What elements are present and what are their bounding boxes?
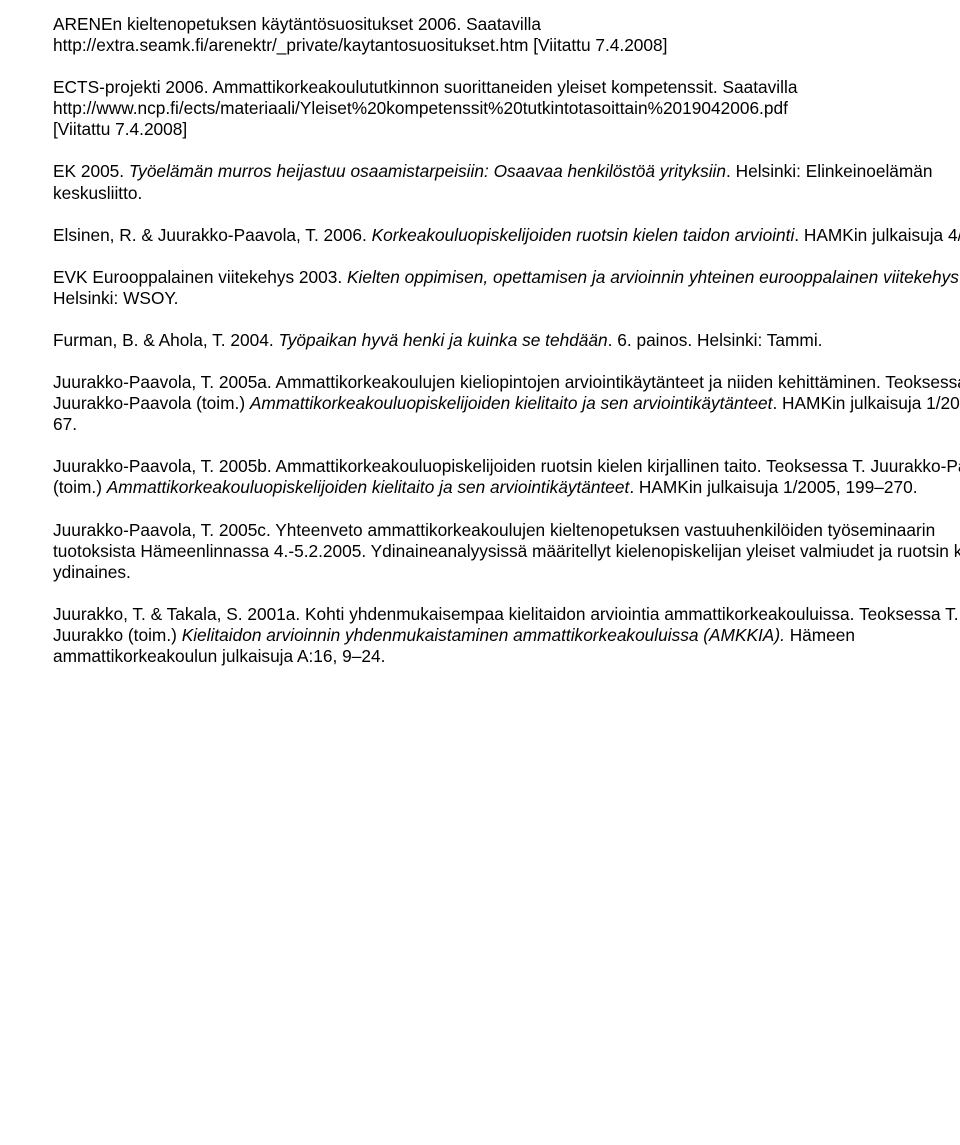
reference-paragraph: Juurakko-Paavola, T. 2005c. Yhteenveto a…: [53, 520, 960, 583]
reference-text: [Viitattu 7.4.2008]: [53, 119, 187, 139]
reference-paragraph: Elsinen, R. & Juurakko-Paavola, T. 2006.…: [53, 225, 960, 246]
reference-text: EVK Eurooppalainen viitekehys 2003.: [53, 267, 347, 287]
reference-text: EK 2005.: [53, 161, 129, 181]
reference-paragraph: Juurakko-Paavola, T. 2005b. Ammattikorke…: [53, 456, 960, 498]
reference-title-italic: Työelämän murros heijastuu osaamistarpei…: [129, 161, 726, 181]
reference-title-italic: Työpaikan hyvä henki ja kuinka se tehdää…: [278, 330, 607, 350]
reference-text: . HAMKin julkaisuja 1/2005, 199–270.: [629, 477, 917, 497]
reference-text: Furman, B. & Ahola, T. 2004.: [53, 330, 278, 350]
reference-title-italic: Korkeakouluopiskelijoiden ruotsin kielen…: [372, 225, 795, 245]
document-body: ARENEn kieltenopetuksen käytäntösuosituk…: [53, 14, 960, 667]
reference-title-italic: Kielitaidon arvioinnin yhdenmukaistamine…: [182, 625, 785, 645]
reference-text: Elsinen, R. & Juurakko-Paavola, T. 2006.: [53, 225, 372, 245]
reference-paragraph: [Viitattu 7.4.2008]: [53, 119, 960, 140]
reference-paragraph: Furman, B. & Ahola, T. 2004. Työpaikan h…: [53, 330, 960, 351]
reference-text: Juurakko-Paavola, T. 2005c. Yhteenveto a…: [53, 520, 960, 582]
reference-paragraph: ARENEn kieltenopetuksen käytäntösuosituk…: [53, 14, 960, 56]
reference-title-italic: Ammattikorkeakouluopiskelijoiden kielita…: [107, 477, 630, 497]
reference-paragraph: ECTS-projekti 2006. Ammattikorkeakoulutu…: [53, 77, 960, 119]
reference-text: ARENEn kieltenopetuksen käytäntösuosituk…: [53, 14, 667, 55]
reference-paragraph: EK 2005. Työelämän murros heijastuu osaa…: [53, 161, 960, 203]
reference-title-italic: Ammattikorkeakouluopiskelijoiden kielita…: [250, 393, 773, 413]
reference-title-italic: Kielten oppimisen, opettamisen ja arvioi…: [347, 267, 959, 287]
reference-text: . 6. painos. Helsinki: Tammi.: [608, 330, 823, 350]
reference-paragraph: Juurakko, T. & Takala, S. 2001a. Kohti y…: [53, 604, 960, 667]
reference-text: ECTS-projekti 2006. Ammattikorkeakoulutu…: [53, 77, 797, 118]
reference-text: . HAMKin julkaisuja 4/2006.: [794, 225, 960, 245]
reference-paragraph: Juurakko-Paavola, T. 2005a. Ammattikorke…: [53, 372, 960, 435]
reference-paragraph: EVK Eurooppalainen viitekehys 2003. Kiel…: [53, 267, 960, 309]
